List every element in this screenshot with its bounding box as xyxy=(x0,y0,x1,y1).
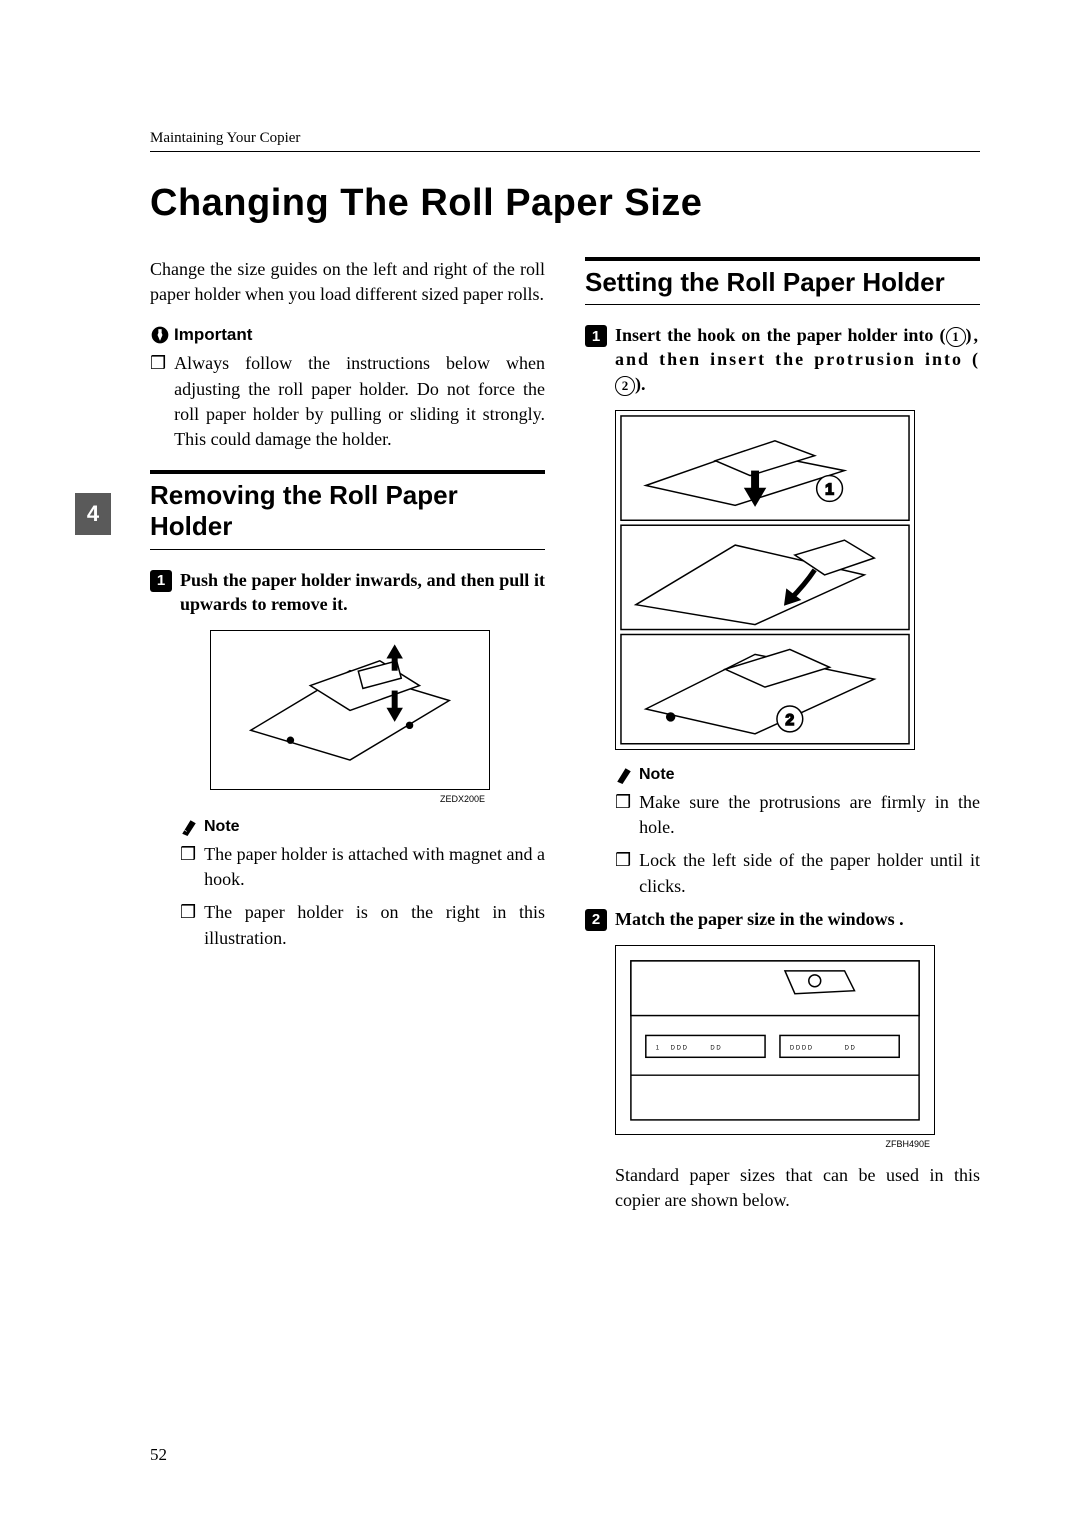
figure-1-caption: ZEDX200E xyxy=(150,794,485,804)
step-1-right: 1 Insert the hook on the paper holder in… xyxy=(585,323,980,396)
removing-subheading: Removing the Roll Paper Holder xyxy=(150,470,545,549)
bullet-marker: ❒ xyxy=(180,842,196,892)
figure-3-caption: ZFBH490E xyxy=(585,1139,930,1149)
step-number-icon: 2 xyxy=(585,909,607,931)
step-1-left-text: Push the paper holder inwards, and then … xyxy=(180,568,545,617)
svg-text:D D D: D D D xyxy=(671,1045,688,1051)
important-label-text: Important xyxy=(174,325,252,345)
page-number: 52 xyxy=(150,1445,167,1465)
note-bullet-2-right: ❒ Lock the left side of the paper holder… xyxy=(615,848,980,898)
important-icon xyxy=(150,325,170,345)
setting-holder-illustration: 1 2 xyxy=(616,411,914,749)
note-label-left: Note xyxy=(180,818,545,836)
note-label-right: Note xyxy=(615,766,980,784)
svg-text:1: 1 xyxy=(825,482,834,499)
note-icon xyxy=(180,818,198,836)
note-bullet-2-left: ❒ The paper holder is on the right in th… xyxy=(180,900,545,950)
step-number-icon: 1 xyxy=(585,325,607,347)
bullet-marker: ❒ xyxy=(150,351,166,452)
note-icon xyxy=(615,766,633,784)
bullet-marker: ❒ xyxy=(615,790,631,840)
svg-text:D D: D D xyxy=(710,1045,721,1051)
note-bullet-1-left: ❒ The paper holder is attached with magn… xyxy=(180,842,545,892)
note-bullet-1-left-text: The paper holder is attached with magnet… xyxy=(204,842,545,892)
section-tab: 4 xyxy=(75,493,111,535)
left-column: Change the size guides on the left and r… xyxy=(150,257,545,1214)
important-label: Important xyxy=(150,325,545,345)
note-bullet-2-right-text: Lock the left side of the paper holder u… xyxy=(639,848,980,898)
step-1-left: 1 Push the paper holder inwards, and the… xyxy=(150,568,545,617)
svg-text:D D D D: D D D D xyxy=(790,1045,813,1051)
figure-3: 1D D DD D D D D DD D xyxy=(615,945,935,1135)
bullet-marker: ❒ xyxy=(615,848,631,898)
setting-subheading: Setting the Roll Paper Holder xyxy=(585,257,980,305)
svg-text:D D: D D xyxy=(845,1045,856,1051)
svg-text:2: 2 xyxy=(785,712,794,729)
figure-2: 1 2 xyxy=(615,410,915,750)
step-number-icon: 1 xyxy=(150,570,172,592)
figure-1 xyxy=(210,630,490,790)
paper-size-illustration: 1D D DD D D D D DD D xyxy=(616,946,934,1135)
page-header: Maintaining Your Copier xyxy=(150,130,980,152)
note-bullet-1-right-text: Make sure the protrusions are firmly in … xyxy=(639,790,980,840)
paper-holder-illustration xyxy=(211,631,489,790)
main-heading: Changing The Roll Paper Size xyxy=(150,182,980,225)
note-label-left-text: Note xyxy=(204,818,240,836)
below-text: Standard paper sizes that can be used in… xyxy=(615,1163,980,1213)
note-label-right-text: Note xyxy=(639,766,675,784)
intro-text: Change the size guides on the left and r… xyxy=(150,257,545,307)
important-bullet: ❒ Always follow the instructions below w… xyxy=(150,351,545,452)
step-1-right-text: Insert the hook on the paper holder into… xyxy=(615,323,980,396)
right-column: Setting the Roll Paper Holder 1 Insert t… xyxy=(585,257,980,1214)
important-bullet-text: Always follow the instructions below whe… xyxy=(174,351,545,452)
note-bullet-1-right: ❒ Make sure the protrusions are firmly i… xyxy=(615,790,980,840)
bullet-marker: ❒ xyxy=(180,900,196,950)
content-area: Change the size guides on the left and r… xyxy=(150,257,980,1214)
step-2-right: 2 Match the paper size in the windows . xyxy=(585,907,980,931)
note-bullet-2-left-text: The paper holder is on the right in this… xyxy=(204,900,545,950)
step-2-right-text: Match the paper size in the windows . xyxy=(615,907,980,931)
